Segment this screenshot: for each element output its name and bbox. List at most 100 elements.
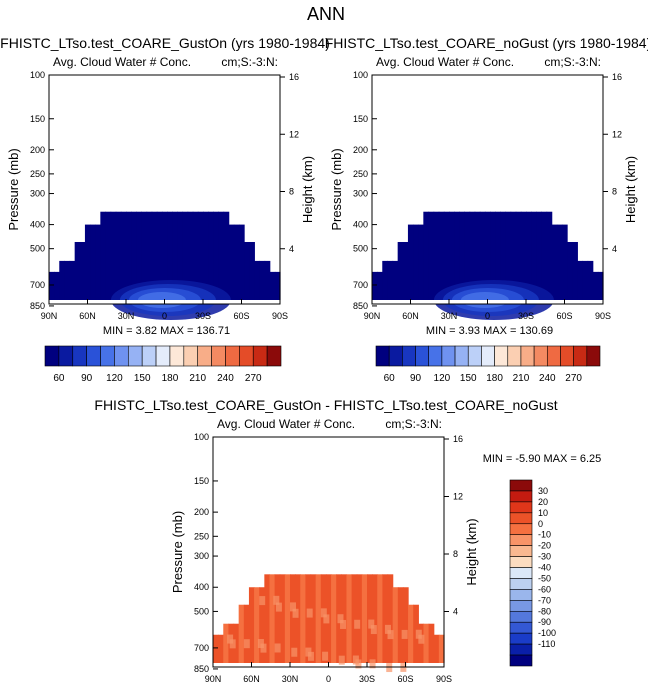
x-tick-label: 60S bbox=[233, 311, 249, 321]
colorbar-label: -90 bbox=[538, 617, 551, 627]
field-column bbox=[105, 211, 112, 300]
field-column bbox=[331, 574, 337, 663]
y-axis-label: Pressure (mb) bbox=[329, 148, 344, 230]
field-column bbox=[95, 224, 101, 300]
field-column bbox=[464, 211, 471, 300]
field-column bbox=[243, 604, 250, 663]
colorbar-label: -30 bbox=[538, 552, 551, 562]
colorbar-swatch bbox=[127, 345, 143, 367]
x-tick-label: 30S bbox=[195, 311, 211, 321]
field-column bbox=[203, 211, 209, 300]
colorbar-swatch bbox=[509, 556, 533, 568]
colorbar-label: 270 bbox=[245, 373, 262, 384]
field-patch bbox=[307, 651, 314, 661]
x-tick-label: 30S bbox=[359, 674, 375, 684]
field-column bbox=[74, 241, 81, 300]
colorbar-swatch bbox=[509, 610, 533, 623]
field-column bbox=[244, 241, 250, 300]
y-tick-label: 500 bbox=[353, 244, 368, 254]
field-patch bbox=[401, 629, 408, 639]
colorbar-label: -100 bbox=[538, 628, 556, 638]
y-tick-label: 250 bbox=[30, 169, 45, 179]
field-column bbox=[254, 260, 261, 300]
field-column bbox=[59, 260, 65, 300]
y2-tick-label: 4 bbox=[612, 244, 617, 254]
field-column bbox=[228, 224, 235, 300]
y2-tick-label: 12 bbox=[289, 129, 299, 139]
field-patch bbox=[320, 608, 327, 618]
colorbar-label: 120 bbox=[106, 373, 123, 384]
field-column bbox=[274, 574, 281, 663]
colorbar-label: 90 bbox=[410, 373, 422, 384]
colorbar-swatch bbox=[509, 501, 533, 514]
y2-axis-label: Height (km) bbox=[623, 156, 638, 223]
colorbar-label: -50 bbox=[538, 573, 551, 583]
colorbar-swatch bbox=[586, 345, 601, 367]
field-column bbox=[449, 211, 455, 300]
field-patch bbox=[292, 608, 299, 618]
field-column bbox=[141, 211, 148, 300]
field-column bbox=[597, 271, 604, 300]
y2-axis-label: Height (km) bbox=[464, 518, 479, 585]
y2-tick-label: 16 bbox=[289, 72, 299, 82]
colorbar-swatch bbox=[509, 567, 533, 579]
colorbar-swatch bbox=[211, 345, 226, 367]
field-column bbox=[120, 211, 127, 300]
x-tick-label: 30S bbox=[518, 311, 534, 321]
colorbar-label: 270 bbox=[565, 373, 582, 384]
field-patch bbox=[229, 639, 236, 649]
colorbar-swatch bbox=[509, 523, 533, 536]
field-patch bbox=[337, 614, 344, 624]
colorbar-label: 150 bbox=[134, 373, 151, 384]
colorbar-swatch bbox=[509, 632, 533, 645]
field-column bbox=[454, 211, 460, 300]
y-tick-label: 400 bbox=[353, 220, 368, 230]
field-column bbox=[197, 211, 204, 300]
colorbar-swatch bbox=[509, 545, 533, 557]
y-axis-label: Pressure (mb) bbox=[6, 148, 21, 230]
field-column bbox=[567, 241, 573, 300]
field-column bbox=[407, 224, 414, 300]
field-patch bbox=[290, 602, 296, 612]
field-column bbox=[295, 574, 301, 663]
y-tick-label: 300 bbox=[353, 189, 368, 199]
field-patch bbox=[243, 639, 250, 649]
field-column bbox=[387, 260, 394, 300]
x-tick-label: 90S bbox=[436, 674, 452, 684]
field-column bbox=[423, 623, 430, 663]
x-tick-label: 30N bbox=[282, 674, 299, 684]
field-column bbox=[69, 260, 76, 300]
field-column bbox=[213, 211, 219, 300]
colorbar-swatch bbox=[509, 654, 533, 667]
field-column bbox=[377, 574, 383, 663]
field-column bbox=[490, 211, 496, 300]
field-column bbox=[418, 224, 424, 300]
field-column bbox=[136, 211, 142, 300]
field-patch bbox=[387, 630, 394, 640]
field-column bbox=[238, 604, 245, 663]
y-tick-label: 200 bbox=[30, 145, 45, 155]
field-column bbox=[90, 224, 96, 300]
colorbar-swatch bbox=[183, 345, 199, 367]
field-column bbox=[469, 211, 476, 300]
field-column bbox=[233, 224, 240, 300]
field-column bbox=[372, 574, 378, 663]
panel-subtitle-right: cm;S:-3:N: bbox=[221, 55, 278, 69]
colorbar-swatch bbox=[546, 345, 561, 367]
colorbar-label: -70 bbox=[538, 595, 551, 605]
colorbar-swatch bbox=[509, 479, 533, 492]
y2-axis-label: Height (km) bbox=[300, 156, 315, 223]
colorbar-label: 120 bbox=[434, 373, 451, 384]
field-patch bbox=[291, 647, 298, 657]
colorbar-swatch bbox=[481, 345, 495, 367]
field-patch bbox=[227, 634, 234, 644]
colorbar-swatch bbox=[520, 345, 535, 367]
y2-tick-label: 8 bbox=[612, 187, 617, 197]
colorbar-label: 180 bbox=[486, 373, 503, 384]
panel-subtitle-left: Avg. Cloud Water # Conc. bbox=[53, 55, 191, 69]
field-column bbox=[100, 211, 107, 300]
colorbar-swatch bbox=[266, 345, 282, 367]
colorbar-swatch bbox=[454, 345, 469, 367]
field-column bbox=[387, 574, 394, 663]
colorbar-swatch bbox=[402, 345, 416, 367]
